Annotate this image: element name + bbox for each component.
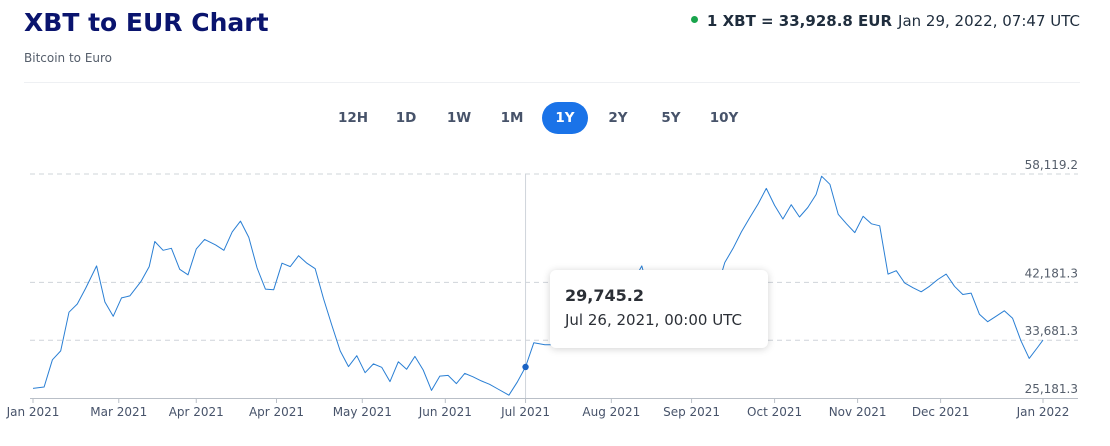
tooltip-value: 29,745.2 [565, 286, 644, 305]
y-tick-label: 33,681.3 [1025, 324, 1078, 338]
page-title: XBT to EUR Chart [24, 8, 269, 37]
x-tick-label: Oct 2021 [747, 405, 802, 419]
x-tick-label: Mar 2021 [90, 405, 147, 419]
time-range-selector: 12H 1D 1W 1M 1Y 2Y 5Y 10Y [330, 102, 754, 134]
x-tick-label: Apr 2021 [249, 405, 304, 419]
chart-tooltip: 29,745.2 Jul 26, 2021, 00:00 UTC [550, 270, 768, 348]
range-button-5y[interactable]: 5Y [648, 102, 694, 134]
range-button-1y[interactable]: 1Y [542, 102, 588, 134]
price-series-line [32, 175, 1044, 396]
price-chart[interactable]: 58,119.2 42,181.3 33,681.3 25,181.3 Jan 2021… [0, 150, 1110, 446]
x-tick-label: Apr 2021 [169, 405, 224, 419]
y-tick-label: 42,181.3 [1025, 266, 1078, 280]
range-button-1m[interactable]: 1M [489, 102, 535, 134]
range-button-2y[interactable]: 2Y [595, 102, 641, 134]
range-button-10y[interactable]: 10Y [701, 102, 747, 134]
x-tick-label: Aug 2021 [582, 405, 640, 419]
tooltip-date: Jul 26, 2021, 00:00 UTC [565, 311, 742, 329]
highlight-point [522, 363, 529, 371]
rate-timestamp: Jan 29, 2022, 07:47 UTC [898, 12, 1080, 30]
x-tick-label: Nov 2021 [829, 405, 887, 419]
y-tick-label: 58,119.2 [1025, 158, 1078, 172]
x-tick-label: Jan 2022 [1016, 405, 1070, 419]
current-rate: 1 XBT = 33,928.8 EUR Jan 29, 2022, 07:47 … [690, 12, 1080, 30]
x-tick-label: Jul 2021 [500, 405, 550, 419]
page-subtitle: Bitcoin to Euro [24, 51, 113, 65]
x-tick-label: May 2021 [333, 405, 392, 419]
rate-value: 1 XBT = 33,928.8 EUR [706, 12, 893, 30]
range-button-12h[interactable]: 12H [330, 102, 376, 134]
x-tick-label: Dec 2021 [912, 405, 970, 419]
y-tick-label: 25,181.3 [1025, 382, 1078, 396]
range-button-1w[interactable]: 1W [436, 102, 482, 134]
x-tick-label: Jan 2021 [6, 405, 60, 419]
range-button-1d[interactable]: 1D [383, 102, 429, 134]
x-tick-label: Jun 2021 [418, 405, 472, 419]
x-tick-label: Sep 2021 [663, 405, 720, 419]
live-status-dot-icon [690, 16, 698, 23]
header-divider [24, 82, 1080, 83]
